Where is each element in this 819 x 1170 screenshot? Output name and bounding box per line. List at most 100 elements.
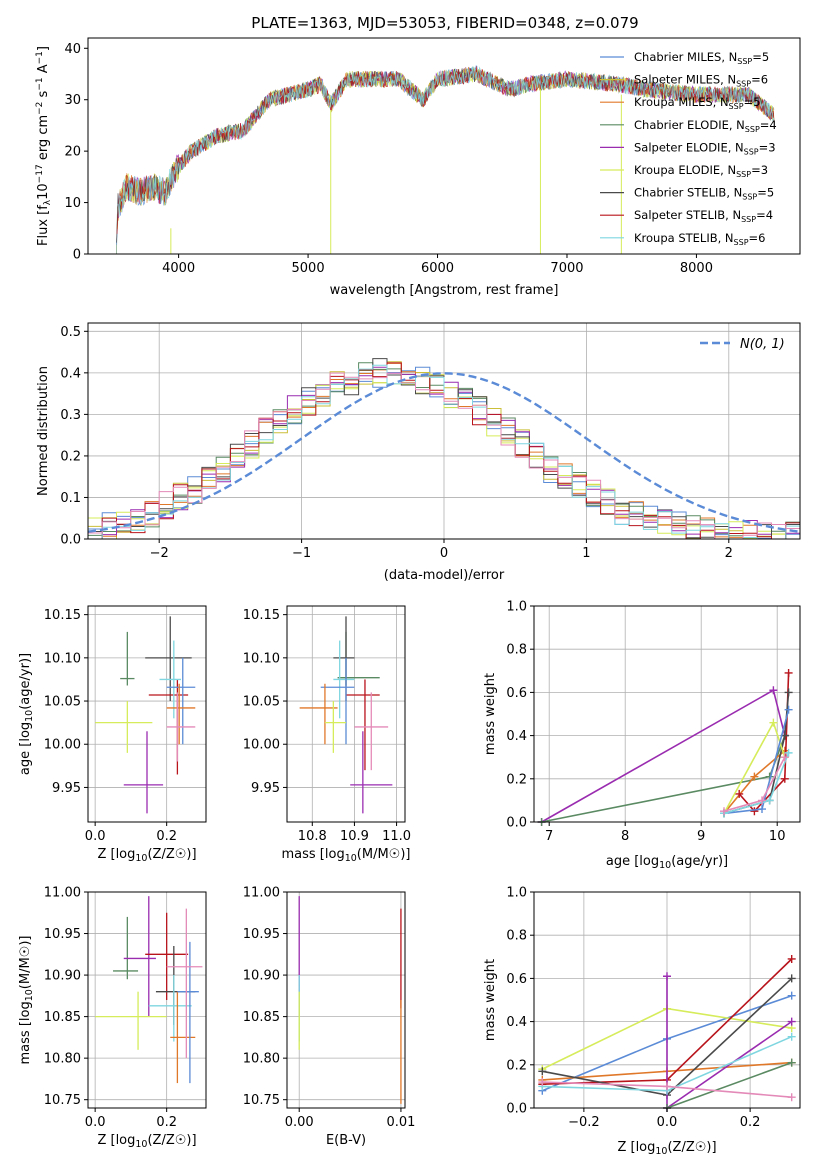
y-tick-label: 10.10 <box>243 651 280 666</box>
y-axis-label: age [log10(age/yr)] <box>18 653 35 775</box>
y-tick-label: 0.8 <box>506 643 527 658</box>
spectrum-panel: 4000 5000 6000 7000 8000 0 10 20 30 40 wavelength … <box>35 37 801 298</box>
weight-point-marker <box>750 807 759 816</box>
weight-point-marker <box>769 686 778 695</box>
y-axis-label: mass weight <box>483 673 498 755</box>
label-part: s <box>36 90 51 101</box>
subscript: 10 <box>24 989 35 1001</box>
x-tick-label: 1 <box>582 546 590 561</box>
weight-point-marker <box>787 974 796 983</box>
y-tick-label: 9.95 <box>251 781 280 796</box>
weight-point-marker <box>720 807 728 816</box>
label-part: −17 <box>35 164 45 183</box>
legend-label: N(0, 1) <box>740 337 785 352</box>
weight-point-marker <box>538 1078 547 1087</box>
label-part: −2 <box>35 102 45 115</box>
subscript: SSP <box>744 147 759 156</box>
label-rest: (Z/Z☉)] <box>147 847 196 862</box>
ebv-vs-mass-panel: 0.00 0.01 10.75 10.80 10.85 10.90 10.95 11.00 E(… <box>243 886 416 1149</box>
subscript: SSP <box>729 102 744 111</box>
spectrum-line <box>117 66 775 217</box>
subscript: SSP <box>737 57 752 66</box>
axes-frame <box>87 37 801 255</box>
mass-vs-age-panel: 10.8 10.9 11.0 9.95 10.00 10.05 10.10 10.15 mass… <box>243 605 411 864</box>
z-vs-mass-weight-panel: −0.2 0.0 0.2 0.0 0.2 0.4 0.6 0.8 1.0 Z [log10(Z/Z… <box>483 886 801 1157</box>
label-part: A <box>36 64 51 77</box>
subscript: SSP <box>736 170 751 179</box>
legend-value: =3 <box>751 163 768 177</box>
x-tick-label: −0.2 <box>568 1115 600 1130</box>
y-tick-label: 0.0 <box>506 816 527 831</box>
axes-frame <box>533 605 801 823</box>
weight-line <box>541 688 786 823</box>
weight-point-marker <box>787 991 796 1000</box>
legend-value: =5 <box>744 95 761 109</box>
x-tick-label: 2 <box>725 546 733 561</box>
y-tick-label: 0.2 <box>60 449 81 464</box>
z-vs-age-panel: 0.0 0.2 9.95 10.00 10.05 10.10 10.15 Z [log10(Z… <box>18 605 207 864</box>
y-tick-label: 0.2 <box>506 1058 527 1073</box>
weight-point-marker <box>758 805 766 814</box>
legend-label: Kroupa STELIB, NSSP=6 <box>634 231 765 247</box>
spectrum-line <box>116 66 775 234</box>
x-tick-label: 6000 <box>421 261 454 276</box>
x-axis-label: wavelength [Angstrom, rest frame] <box>330 283 559 298</box>
y-axis-label: mass weight <box>483 959 498 1041</box>
y-tick-label: 0 <box>73 248 81 263</box>
y-tick-label: 10.80 <box>243 1052 280 1067</box>
x-tick-label: 0.2 <box>740 1115 761 1130</box>
axes-frame <box>87 891 207 1109</box>
x-tick-label: 0.00 <box>285 1115 314 1130</box>
x-tick-label: 9 <box>697 829 705 844</box>
x-tick-label: 0.0 <box>85 829 106 844</box>
legend-value: =4 <box>760 118 777 132</box>
x-tick-label: 0.2 <box>156 1115 177 1130</box>
label-rest: (age/yr)] <box>671 854 728 869</box>
weight-point-marker <box>758 796 766 805</box>
y-tick-label: 10.75 <box>44 1093 81 1108</box>
y-tick-label: 10.10 <box>44 651 81 666</box>
age-vs-mass-weight-panel: 7 8 9 10 0.0 0.2 0.4 0.6 0.8 1.0 age [log10(age/yr… <box>483 600 801 871</box>
x-tick-label: 8 <box>621 829 629 844</box>
x-axis-label: E(B-V) <box>326 1133 366 1148</box>
legend-label: Salpeter STELIB, NSSP=4 <box>634 208 773 224</box>
legend-label: Salpeter MILES, NSSP=6 <box>634 73 768 89</box>
label-part: 10 <box>36 183 51 200</box>
y-tick-label: 0.5 <box>60 325 81 340</box>
label-rest: (M/M☉)] <box>357 847 411 862</box>
x-tick-label: 7000 <box>550 261 583 276</box>
x-tick-label: 0.01 <box>386 1115 415 1130</box>
y-tick-label: 0.1 <box>60 491 81 506</box>
weight-point-marker <box>787 1032 796 1041</box>
x-axis-label: mass [log10(M/M☉)] <box>282 847 411 864</box>
z-vs-mass-panel: 0.0 0.2 10.75 10.80 10.85 10.90 10.95 11.00 Z [l… <box>18 886 207 1150</box>
y-tick-label: 10.15 <box>44 608 81 623</box>
subscript: SSP <box>742 193 757 202</box>
label-part: ] <box>36 46 51 51</box>
x-tick-label: 10.9 <box>340 829 369 844</box>
y-tick-label: 10.80 <box>44 1052 81 1067</box>
y-tick-label: 30 <box>64 93 81 108</box>
weight-point-marker <box>784 668 793 677</box>
legend-value: =3 <box>759 140 776 154</box>
subscript: SSP <box>741 215 756 224</box>
subscript: SSP <box>734 238 749 247</box>
y-tick-label: 0.0 <box>506 1102 527 1117</box>
legend-value: =5 <box>752 50 769 64</box>
y-tick-label: 10.15 <box>243 608 280 623</box>
x-tick-label: 5000 <box>292 261 325 276</box>
weight-point-marker <box>784 748 793 757</box>
label-rest: (M/M☉)] <box>18 936 33 990</box>
label-rest: (Z/Z☉)] <box>147 1133 196 1148</box>
label-rest: (Z/Z☉)] <box>667 1140 716 1155</box>
weight-line <box>723 720 786 814</box>
x-tick-label: 0.0 <box>85 1115 106 1130</box>
y-tick-label: 10.85 <box>243 1010 280 1025</box>
weight-point-marker <box>750 772 759 781</box>
y-tick-label: 0.3 <box>60 408 81 423</box>
axes-frame <box>286 605 406 823</box>
weight-point-marker <box>538 1067 547 1076</box>
y-tick-label: 10.90 <box>44 969 81 984</box>
y-tick-label: 0.4 <box>506 729 527 744</box>
label-part: erg cm <box>36 115 51 164</box>
